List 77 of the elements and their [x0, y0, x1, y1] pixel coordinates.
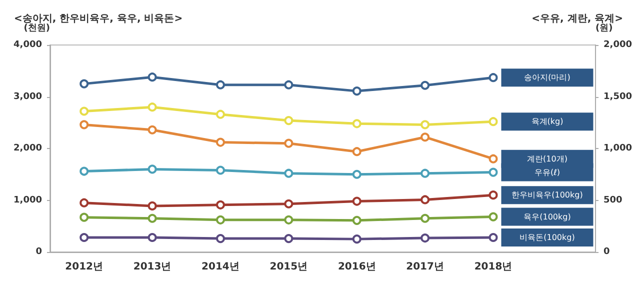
text: 송아지(마리) [524, 73, 570, 82]
point [284, 80, 294, 90]
point [352, 170, 362, 179]
point [420, 195, 430, 204]
text: <우유, 계란, 육계> [532, 14, 624, 24]
x-tick-label: 2018년 [474, 262, 512, 272]
point [420, 132, 430, 142]
point [488, 168, 498, 177]
point [216, 138, 225, 147]
y-tick-label: 3,000 [14, 92, 42, 102]
point [80, 212, 89, 222]
point [488, 117, 498, 126]
point [284, 138, 294, 148]
x-tick-label: 2014년 [202, 262, 240, 272]
point [352, 196, 362, 206]
point [420, 168, 430, 178]
point [488, 233, 498, 242]
text: 계란(10개) [527, 154, 568, 164]
text: <송아지, 한우비육우, 육우, 비육돈> [14, 14, 183, 24]
point [148, 102, 157, 112]
y-tick-label: 0 [36, 247, 42, 257]
point [80, 79, 89, 88]
y2-tick-label: 1,000 [604, 144, 632, 154]
point [488, 73, 498, 82]
y-tick-label: 1,000 [14, 195, 42, 206]
point [148, 233, 157, 242]
series-label: 한우비육우(100kg) [512, 190, 583, 200]
point [148, 72, 157, 82]
x-tick-label: 2012년 [65, 262, 104, 272]
x-tick-label: 2017년 [406, 262, 444, 272]
point [420, 234, 430, 243]
point [352, 86, 362, 96]
point [216, 166, 225, 175]
text: 우유(ℓ) [534, 168, 560, 177]
point [216, 234, 225, 244]
point [284, 234, 294, 244]
point [352, 147, 362, 156]
point [80, 233, 89, 242]
point [148, 214, 157, 223]
point [80, 106, 89, 116]
point [284, 116, 294, 126]
text: 육계(kg) [531, 117, 564, 126]
point [488, 190, 498, 200]
point [352, 234, 362, 244]
y2-tick-label: 0 [604, 247, 610, 257]
y-tick-label: 4,000 [14, 40, 42, 50]
point [488, 212, 498, 222]
point [284, 168, 294, 178]
y2-tick-label: 500 [604, 195, 622, 206]
point [216, 110, 225, 119]
x-tick-label: 2015년 [270, 262, 308, 272]
point [420, 80, 430, 90]
y-axis-title: (천원) [24, 24, 50, 34]
point [148, 201, 157, 210]
point [352, 119, 362, 128]
point [80, 166, 89, 176]
y2-tick-label: 2,000 [604, 40, 632, 50]
point [80, 120, 89, 130]
y2-tick-label: 1,500 [604, 92, 632, 102]
point [284, 199, 294, 208]
text: 육우(100kg) [524, 212, 571, 222]
point [80, 198, 89, 208]
y2-axis-title: (원) [596, 24, 613, 34]
x-tick-label: 2013년 [133, 262, 172, 272]
point [488, 154, 498, 164]
x-tick-label: 2016년 [338, 262, 376, 272]
point [420, 120, 430, 130]
point [148, 125, 157, 134]
point [216, 200, 225, 210]
point [284, 215, 294, 224]
point [352, 216, 362, 225]
point [216, 80, 225, 90]
point [148, 164, 157, 174]
point [216, 215, 225, 224]
point [420, 214, 430, 223]
text: 비육돈(100kg) [520, 233, 575, 242]
y-tick-label: 2,000 [14, 144, 42, 154]
